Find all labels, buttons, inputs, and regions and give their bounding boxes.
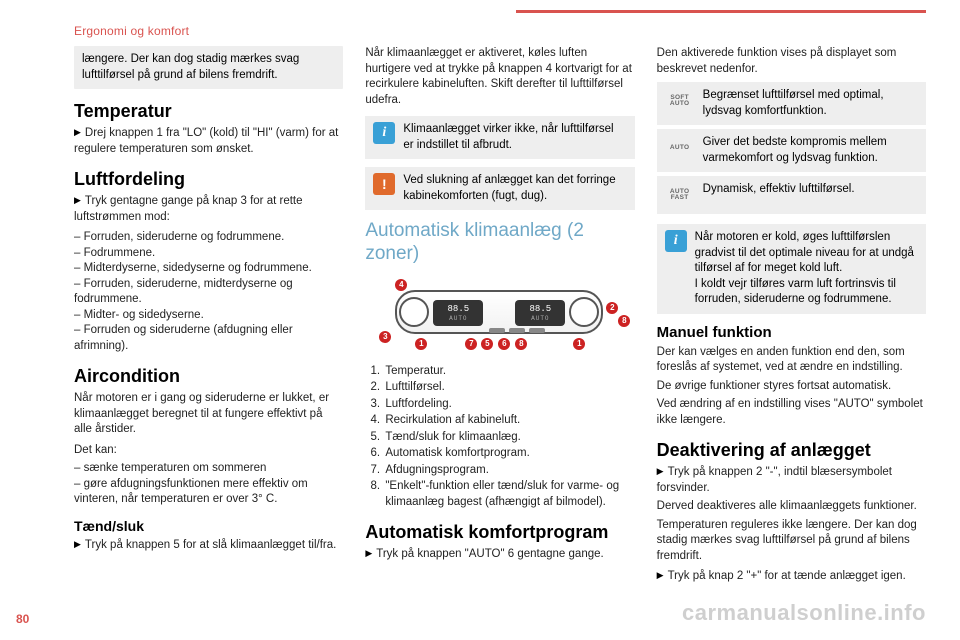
mode-text: Giver det bedste kompromis mellem varmek…: [703, 135, 918, 166]
deakt-b1: Tryk på knappen 2 "-", indtil blæsersymb…: [657, 465, 926, 496]
diagram-button: [509, 328, 525, 333]
diagram-marker: 1: [415, 338, 427, 350]
mode-auto-icon: AUTO: [665, 135, 695, 161]
auto-komfort-body: Tryk på knappen "AUTO" 6 gentagne gange.: [365, 547, 634, 563]
diagram-marker: 6: [498, 338, 510, 350]
list-item: Forruden og sideruderne (afdugning eller…: [74, 323, 343, 354]
diagram-marker: 3: [379, 331, 391, 343]
list-item: sænke temperaturen om sommeren: [74, 461, 343, 477]
info-text: Klimaanlægget virker ikke, når lufttilfø…: [403, 122, 626, 153]
legend-item: Lufttilførsel.: [383, 380, 634, 396]
col3-intro: Den aktiverede funktion vises på display…: [657, 46, 926, 77]
info-callout: i Klimaanlægget virker ikke, når lufttil…: [365, 116, 634, 159]
legend-item: "Enkelt"-funktion eller tænd/sluk for va…: [383, 479, 634, 510]
list-item: Midter- og sidedyserne.: [74, 308, 343, 324]
display-sub: AUTO: [449, 315, 467, 322]
temperatur-body: Drej knappen 1 fra "LO" (kold) til "HI" …: [74, 126, 343, 157]
diagram-marker: 8: [515, 338, 527, 350]
column-3: Den aktiverede funktion vises på display…: [657, 46, 926, 585]
diagram-button: [489, 328, 505, 333]
diagram-marker: 5: [481, 338, 493, 350]
page-header: Ergonomi og komfort: [74, 24, 926, 38]
info-icon: i: [665, 230, 687, 252]
info-callout: i Når motoren er kold, øges lufttilførsl…: [657, 224, 926, 314]
list-item: gøre afdugningsfunktionen mere effektiv …: [74, 477, 343, 508]
watermark: carmanualsonline.info: [682, 600, 926, 626]
display-value: 88.5: [448, 304, 470, 314]
manuel-p1: Der kan vælges en anden funktion end den…: [657, 345, 926, 376]
warning-callout: ! Ved slukning af anlægget kan det forri…: [365, 167, 634, 210]
columns: længere. Der kan dog stadig mærkes svag …: [74, 46, 926, 585]
legend-item: Luftfordeling.: [383, 397, 634, 413]
page-number: 80: [16, 612, 29, 626]
diagram-panel: 88.5 AUTO 88.5 AUTO: [395, 290, 603, 334]
deakt-p2: Temperaturen reguleres ikke længere. Der…: [657, 518, 926, 565]
heading-temperatur: Temperatur: [74, 101, 343, 122]
column-1: længere. Der kan dog stadig mærkes svag …: [74, 46, 343, 585]
mode-text: Dynamisk, effektiv lufttilførsel.: [703, 182, 855, 208]
legend-item: Automatisk komfortprogram.: [383, 446, 634, 462]
heading-aircondition: Aircondition: [74, 366, 343, 387]
aircondition-p1: Når motoren er i gang og sideruderne er …: [74, 391, 343, 438]
heading-deaktivering: Deaktivering af anlægget: [657, 440, 926, 461]
luftfordeling-intro: Tryk gentagne gange på knap 3 for at ret…: [74, 194, 343, 225]
list-item: Fodrummene.: [74, 246, 343, 262]
diagram-marker: 2: [606, 302, 618, 314]
heading-auto-komfort: Automatisk komfortprogram: [365, 522, 634, 543]
mode-auto-fast-icon: AUTO FAST: [665, 182, 695, 208]
taend-sluk-body: Tryk på knappen 5 for at slå klimaanlægg…: [74, 538, 343, 554]
mode-row: AUTO Giver det bedste kompromis mellem v…: [657, 129, 926, 172]
mode-row: AUTO FAST Dynamisk, effektiv lufttilførs…: [657, 176, 926, 214]
diagram-button: [529, 328, 545, 333]
aircondition-list: sænke temperaturen om sommeren gøre afdu…: [74, 461, 343, 508]
legend-item: Afdugningsprogram.: [383, 463, 634, 479]
diagram-display-left: 88.5 AUTO: [433, 300, 483, 326]
diagram-knob-left: [399, 297, 429, 327]
heading-taend-sluk: Tænd/sluk: [74, 518, 343, 534]
climate-control-diagram: 88.5 AUTO 88.5 AUTO 4283175681: [365, 276, 630, 356]
warning-text: Ved slukning af anlægget kan det forring…: [403, 173, 626, 204]
icon-line: FAST: [671, 195, 689, 202]
icon-line: AUTO: [670, 101, 690, 108]
legend-item: Recirkulation af kabineluft.: [383, 413, 634, 429]
luftfordeling-list: Forruden, sideruderne og fodrummene. Fod…: [74, 230, 343, 354]
list-item: Forruden, sideruderne og fodrummene.: [74, 230, 343, 246]
diagram-marker: 8: [618, 315, 630, 327]
aircondition-p2: Det kan:: [74, 443, 343, 459]
manuel-p3: Ved ændring af en indstilling vises "AUT…: [657, 397, 926, 428]
mode-text: Begrænset lufttilførsel med optimal, lyd…: [703, 88, 918, 119]
list-item: Midterdyserne, sidedyserne og fodrummene…: [74, 261, 343, 277]
info-text: Når motoren er kold, øges lufttilførslen…: [695, 230, 918, 308]
continuation-note: længere. Der kan dog stadig mærkes svag …: [74, 46, 343, 89]
diagram-legend: Temperatur. Lufttilførsel. Luftfordeling…: [365, 364, 634, 511]
mode-soft-auto-icon: SOFT AUTO: [665, 88, 695, 114]
heading-luftfordeling: Luftfordeling: [74, 169, 343, 190]
warning-icon: !: [373, 173, 395, 195]
icon-line: AUTO: [670, 145, 690, 152]
diagram-marker: 4: [395, 279, 407, 291]
diagram-marker: 7: [465, 338, 477, 350]
header-accent-bar: [516, 10, 926, 13]
diagram-knob-right: [569, 297, 599, 327]
mode-row: SOFT AUTO Begrænset lufttilførsel med op…: [657, 82, 926, 125]
heading-manuel-funktion: Manuel funktion: [657, 324, 926, 341]
list-item: Forruden, sideruderne, midterdyserne og …: [74, 277, 343, 308]
deakt-b2: Tryk på knap 2 "+" for at tænde anlægget…: [657, 569, 926, 585]
page: Ergonomi og komfort 80 carmanualsonline.…: [0, 0, 960, 640]
info-icon: i: [373, 122, 395, 144]
col2-intro: Når klimaanlægget er aktiveret, køles lu…: [365, 46, 634, 108]
display-sub: AUTO: [531, 315, 549, 322]
diagram-marker: 1: [573, 338, 585, 350]
manuel-p2: De øvrige funktioner styres fortsat auto…: [657, 379, 926, 395]
diagram-display-right: 88.5 AUTO: [515, 300, 565, 326]
legend-item: Temperatur.: [383, 364, 634, 380]
deakt-p1: Derved deaktiveres alle klimaanlæggets f…: [657, 499, 926, 515]
legend-item: Tænd/sluk for klimaanlæg.: [383, 430, 634, 446]
display-value: 88.5: [530, 304, 552, 314]
column-2: Når klimaanlægget er aktiveret, køles lu…: [365, 46, 634, 585]
heading-auto-klimaanlaeg: Automatisk klimaanlæg (2 zoner): [365, 220, 634, 266]
